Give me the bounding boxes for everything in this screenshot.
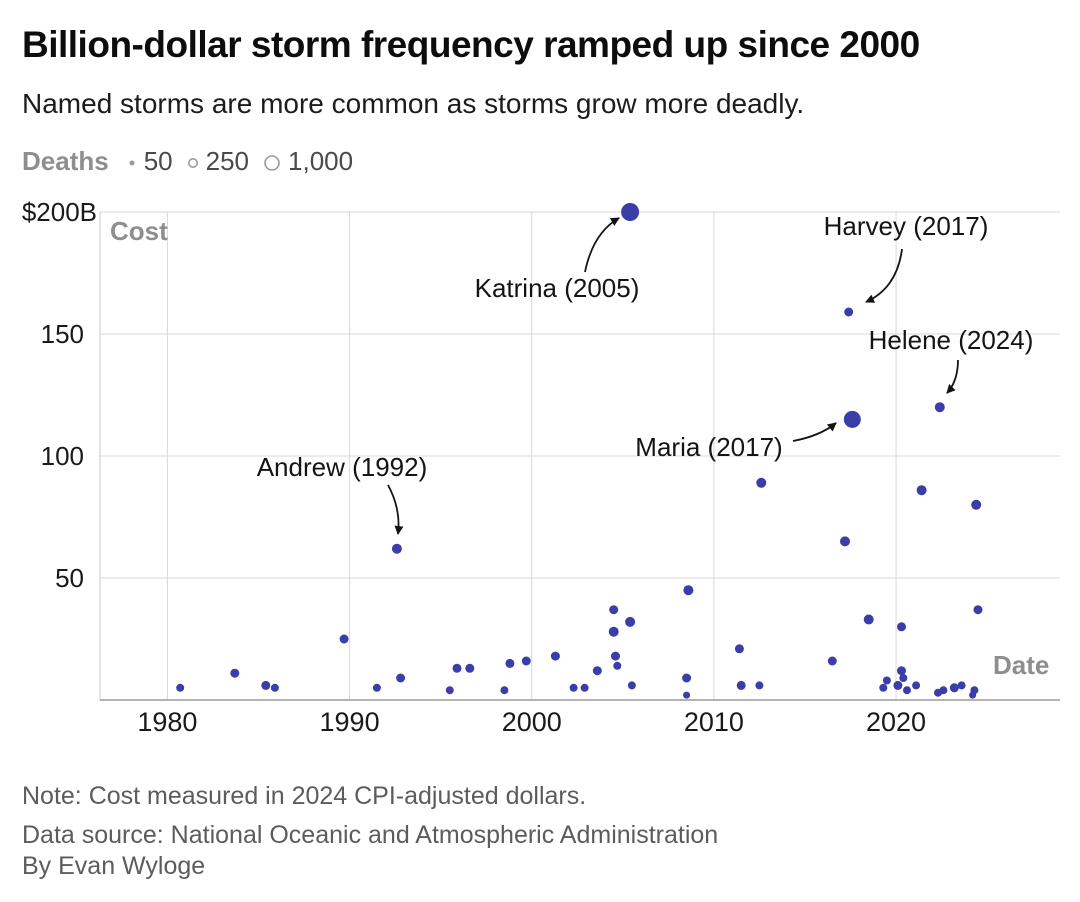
legend-title: Deaths — [22, 146, 109, 176]
storm-point — [452, 663, 462, 673]
storm-point — [882, 676, 891, 685]
storm-point — [569, 683, 578, 692]
storm-point — [261, 680, 271, 690]
storm-point — [899, 674, 908, 682]
storm-point — [505, 658, 515, 668]
storm-point — [903, 686, 911, 695]
annotation-arrow — [387, 484, 404, 535]
storm-point — [521, 656, 531, 666]
data-source: Data source: National Oceanic and Atmosp… — [22, 821, 719, 849]
storm-point — [973, 605, 983, 615]
storm-point — [500, 686, 509, 695]
storm-point — [270, 683, 279, 692]
y-tick-label: 150 — [41, 319, 84, 349]
storm-point-andrew — [391, 543, 402, 554]
y-tick-label: 100 — [41, 441, 84, 471]
storm-point — [339, 634, 349, 644]
storm-point — [613, 661, 622, 670]
storm-point-helene — [934, 402, 945, 413]
storm-point — [608, 626, 619, 637]
legend-item-1000: 1,000 — [263, 146, 353, 177]
storm-point — [969, 691, 977, 699]
annotation-arrow — [946, 359, 959, 394]
storm-point — [580, 683, 589, 692]
storm-point — [396, 673, 406, 683]
storm-point — [592, 666, 602, 676]
storm-point — [912, 681, 921, 690]
storm-point — [683, 691, 691, 699]
y-tick-label: 50 — [55, 563, 84, 593]
storm-point — [879, 683, 888, 692]
storm-point — [683, 585, 694, 596]
x-tick-label: 1980 — [137, 707, 197, 737]
storm-point-maria — [843, 410, 861, 428]
annotation-label: Katrina (2005) — [475, 273, 640, 303]
storm-point — [840, 536, 850, 547]
storm-point — [682, 673, 692, 683]
annotation-label: Helene (2024) — [869, 325, 1034, 355]
storm-point — [934, 688, 942, 697]
annotation-arrow — [792, 422, 837, 442]
large-circle-icon — [264, 154, 280, 171]
annotation-label: Andrew (1992) — [257, 452, 428, 482]
storm-point — [230, 668, 240, 678]
page-subtitle: Named storms are more common as storms g… — [22, 88, 805, 119]
storm-point — [897, 666, 906, 676]
storm-point — [971, 499, 982, 510]
storm-point — [372, 683, 381, 692]
storm-point — [939, 686, 948, 695]
y-tick-label: $200B — [22, 197, 97, 227]
medium-circle-icon — [187, 157, 198, 168]
small-dot-icon — [129, 160, 135, 165]
storm-point — [827, 656, 837, 666]
legend-item-50: 50 — [127, 146, 173, 177]
storm-point — [957, 681, 966, 690]
storm-point — [609, 605, 619, 615]
legend-item-label: 1,000 — [288, 146, 354, 176]
storm-point — [625, 616, 636, 627]
annotation-arrow — [865, 248, 903, 303]
byline: By Evan Wyloge — [22, 852, 206, 880]
storm-point — [897, 622, 906, 632]
legend-item-label: 250 — [205, 146, 250, 176]
storm-point — [736, 680, 746, 690]
storm-point — [949, 683, 959, 693]
size-legend: Deaths 50 250 1,000 — [22, 146, 353, 177]
storm-point — [611, 651, 620, 661]
annotation-label: Harvey (2017) — [824, 211, 989, 241]
x-axis-label: Date — [993, 650, 1050, 680]
storm-point-katrina — [621, 203, 640, 221]
storm-point — [863, 614, 874, 625]
storm-point — [756, 477, 767, 488]
page-title: Billion-dollar storm frequency ramped up… — [22, 24, 920, 65]
storm-point — [176, 683, 185, 692]
storm-point — [755, 681, 764, 690]
storm-point — [550, 651, 560, 661]
x-tick-label: 1990 — [320, 707, 380, 737]
storm-point — [627, 681, 636, 690]
storm-point — [445, 686, 454, 695]
x-tick-label: 2020 — [866, 707, 926, 737]
storm-point — [916, 485, 927, 496]
legend-item-250: 250 — [187, 146, 249, 177]
annotation-label: Maria (2017) — [635, 432, 782, 462]
storm-point — [465, 663, 475, 673]
storm-point — [893, 680, 903, 690]
storm-point-harvey — [844, 307, 854, 317]
storm-point — [734, 644, 744, 654]
legend-item-label: 50 — [143, 146, 173, 176]
chart-note: Note: Cost measured in 2024 CPI-adjusted… — [22, 782, 587, 810]
annotation-arrow — [584, 217, 620, 273]
x-tick-label: 2010 — [684, 707, 744, 737]
x-tick-label: 2000 — [502, 707, 562, 737]
storm-point — [970, 686, 979, 695]
y-axis-label: Cost — [110, 216, 168, 246]
